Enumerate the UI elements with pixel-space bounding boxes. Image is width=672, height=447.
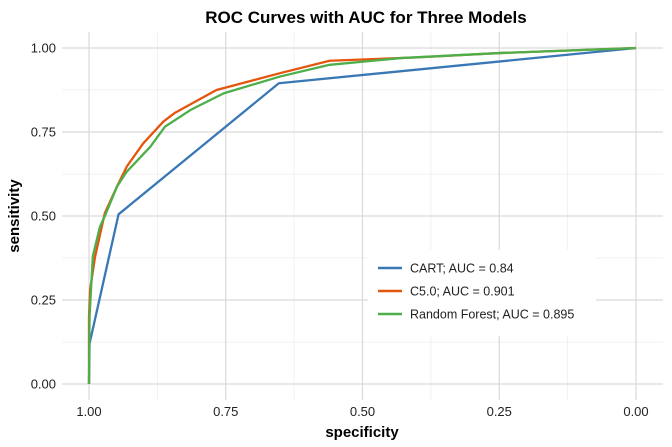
- chart-title: ROC Curves with AUC for Three Models: [205, 8, 526, 27]
- y-tick-label: 0.25: [31, 293, 56, 308]
- x-tick-label: 0.25: [487, 404, 512, 419]
- x-tick-label: 0.00: [623, 404, 648, 419]
- y-tick-label: 1.00: [31, 41, 56, 56]
- x-tick-label: 0.50: [350, 404, 375, 419]
- roc-line-2: [87, 46, 637, 385]
- y-tick-label: 0.75: [31, 125, 56, 140]
- grid: [62, 32, 663, 400]
- legend-label-0: CART; AUC = 0.84: [410, 262, 514, 276]
- x-tick-label: 0.75: [213, 404, 238, 419]
- legend: CART; AUC = 0.84 C5.0; AUC = 0.901 Random …: [368, 250, 596, 336]
- y-axis-label: sensitivity: [6, 179, 23, 253]
- legend-label-2: Random Forest; AUC = 0.895: [410, 308, 574, 322]
- x-axis-label: specificity: [325, 424, 399, 441]
- y-tick-label: 0.50: [31, 209, 56, 224]
- y-tick-label: 0.00: [31, 377, 56, 392]
- x-tick-label: 1.00: [76, 404, 101, 419]
- legend-box: [368, 250, 596, 336]
- legend-label-1: C5.0; AUC = 0.901: [410, 285, 515, 299]
